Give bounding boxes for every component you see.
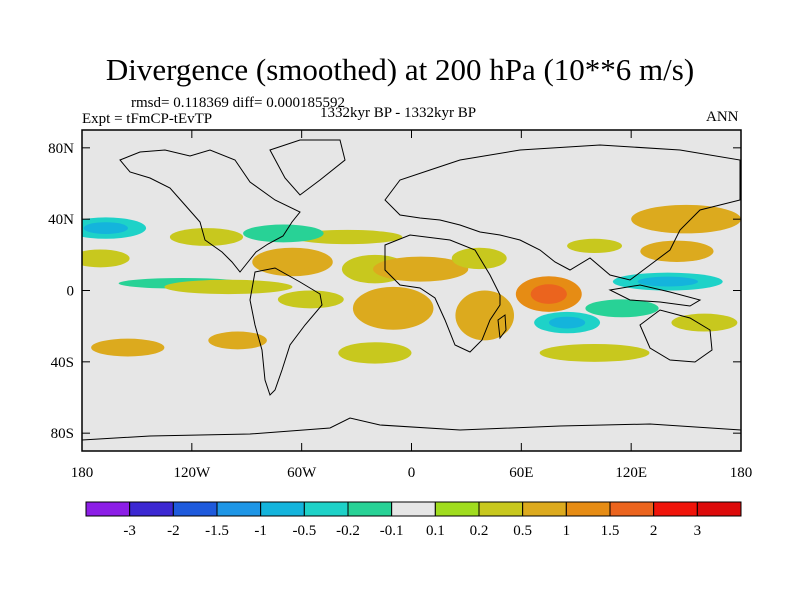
- colorbar-label: -3: [123, 523, 136, 539]
- divergence-contour-core: [530, 284, 567, 304]
- coastline-south-america: [249, 267, 323, 396]
- x-tick-label: 120W: [173, 465, 211, 481]
- divergence-contour-core: [221, 335, 254, 346]
- divergence-contour: [451, 247, 507, 270]
- divergence-contour-core: [371, 296, 416, 321]
- colorbar-swatch: [434, 501, 480, 517]
- colorbar-label: 0.2: [470, 523, 489, 539]
- divergence-contour-core: [270, 254, 315, 270]
- coastline-europe-asia: [384, 144, 741, 281]
- divergence-contour: [169, 228, 244, 246]
- divergence-contour-core: [656, 245, 698, 258]
- colorbar-label: 3: [694, 523, 702, 539]
- divergence-contour: [277, 290, 344, 309]
- colorbar-swatch: [216, 501, 262, 517]
- divergence-contour: [539, 344, 650, 362]
- coastline-africa: [384, 234, 501, 353]
- colorbar-label: 0.1: [426, 523, 445, 539]
- divergence-contour-core: [548, 316, 586, 329]
- colorbar-swatch: [347, 501, 393, 517]
- x-tick-label: 180: [730, 465, 753, 481]
- divergence-contour: [338, 342, 412, 364]
- colorbar-label: 1: [563, 523, 571, 539]
- coastline-maritime-continent: [608, 284, 702, 307]
- y-tick-label: 40N: [48, 212, 74, 228]
- y-tick-label: 80N: [48, 141, 74, 157]
- x-tick-label: 0: [408, 465, 416, 481]
- colorbar-label: 2: [650, 523, 658, 539]
- colorbar-label: 1.5: [601, 523, 620, 539]
- x-tick-label: 60W: [287, 465, 317, 481]
- divergence-contour-core: [468, 301, 501, 330]
- colorbar-swatch: [303, 501, 349, 517]
- colorbar-label: -0.2: [336, 523, 360, 539]
- divergence-contour: [243, 224, 324, 243]
- experiment-text: Expt = tFmCP-tEvTP: [82, 111, 213, 127]
- y-tick-label: 40S: [51, 355, 74, 371]
- divergence-contour: [585, 299, 659, 318]
- coastline-north-america: [119, 149, 301, 273]
- divergence-contour-core: [83, 222, 128, 234]
- colorbar-label: 0.5: [513, 523, 532, 539]
- colorbar-swatch: [260, 501, 305, 517]
- divergence-contour: [567, 238, 623, 254]
- stats-text: rmsd= 0.118369 diff= 0.000185592: [131, 95, 345, 111]
- period-text: 1332kyr BP - 1332kyr BP: [320, 105, 477, 121]
- coastline-antarctica: [82, 417, 741, 441]
- coastline-greenland: [269, 139, 346, 196]
- colorbar-label: -0.1: [380, 523, 404, 539]
- colorbar-swatch: [391, 501, 436, 517]
- y-tick-label: 80S: [51, 426, 74, 442]
- colorbar-label: -0.5: [292, 523, 316, 539]
- divergence-contour: [82, 249, 130, 268]
- x-tick-label: 120E: [615, 465, 647, 481]
- colorbar-swatch: [85, 501, 131, 517]
- colorbar-swatch: [478, 501, 524, 517]
- coastline-australia: [639, 309, 713, 363]
- x-tick-label: 180: [71, 465, 94, 481]
- colorbar-label: -2: [167, 523, 180, 539]
- coastline-madagascar: [497, 314, 507, 340]
- divergence-contour: [164, 279, 293, 295]
- colorbar-swatch: [565, 501, 611, 517]
- colorbar-label: -1: [254, 523, 267, 539]
- divergence-contour-core: [637, 276, 698, 287]
- colorbar-swatch: [653, 501, 698, 517]
- season-text: ANN: [706, 109, 739, 125]
- divergence-contour-core: [107, 342, 148, 353]
- colorbar-swatch: [172, 501, 218, 517]
- x-tick-label: 60E: [509, 465, 533, 481]
- divergence-contour: [671, 313, 738, 332]
- chart-title: Divergence (smoothed) at 200 hPa (10**6 …: [105, 52, 695, 87]
- colorbar-swatch: [522, 501, 567, 517]
- colorbar-swatch: [129, 501, 174, 517]
- divergence-contour-core: [394, 262, 447, 276]
- divergence-contour-core: [655, 211, 717, 228]
- colorbar-swatch: [609, 501, 655, 517]
- y-tick-label: 0: [67, 284, 75, 300]
- colorbar-swatch: [696, 501, 742, 517]
- colorbar-label: -1.5: [205, 523, 229, 539]
